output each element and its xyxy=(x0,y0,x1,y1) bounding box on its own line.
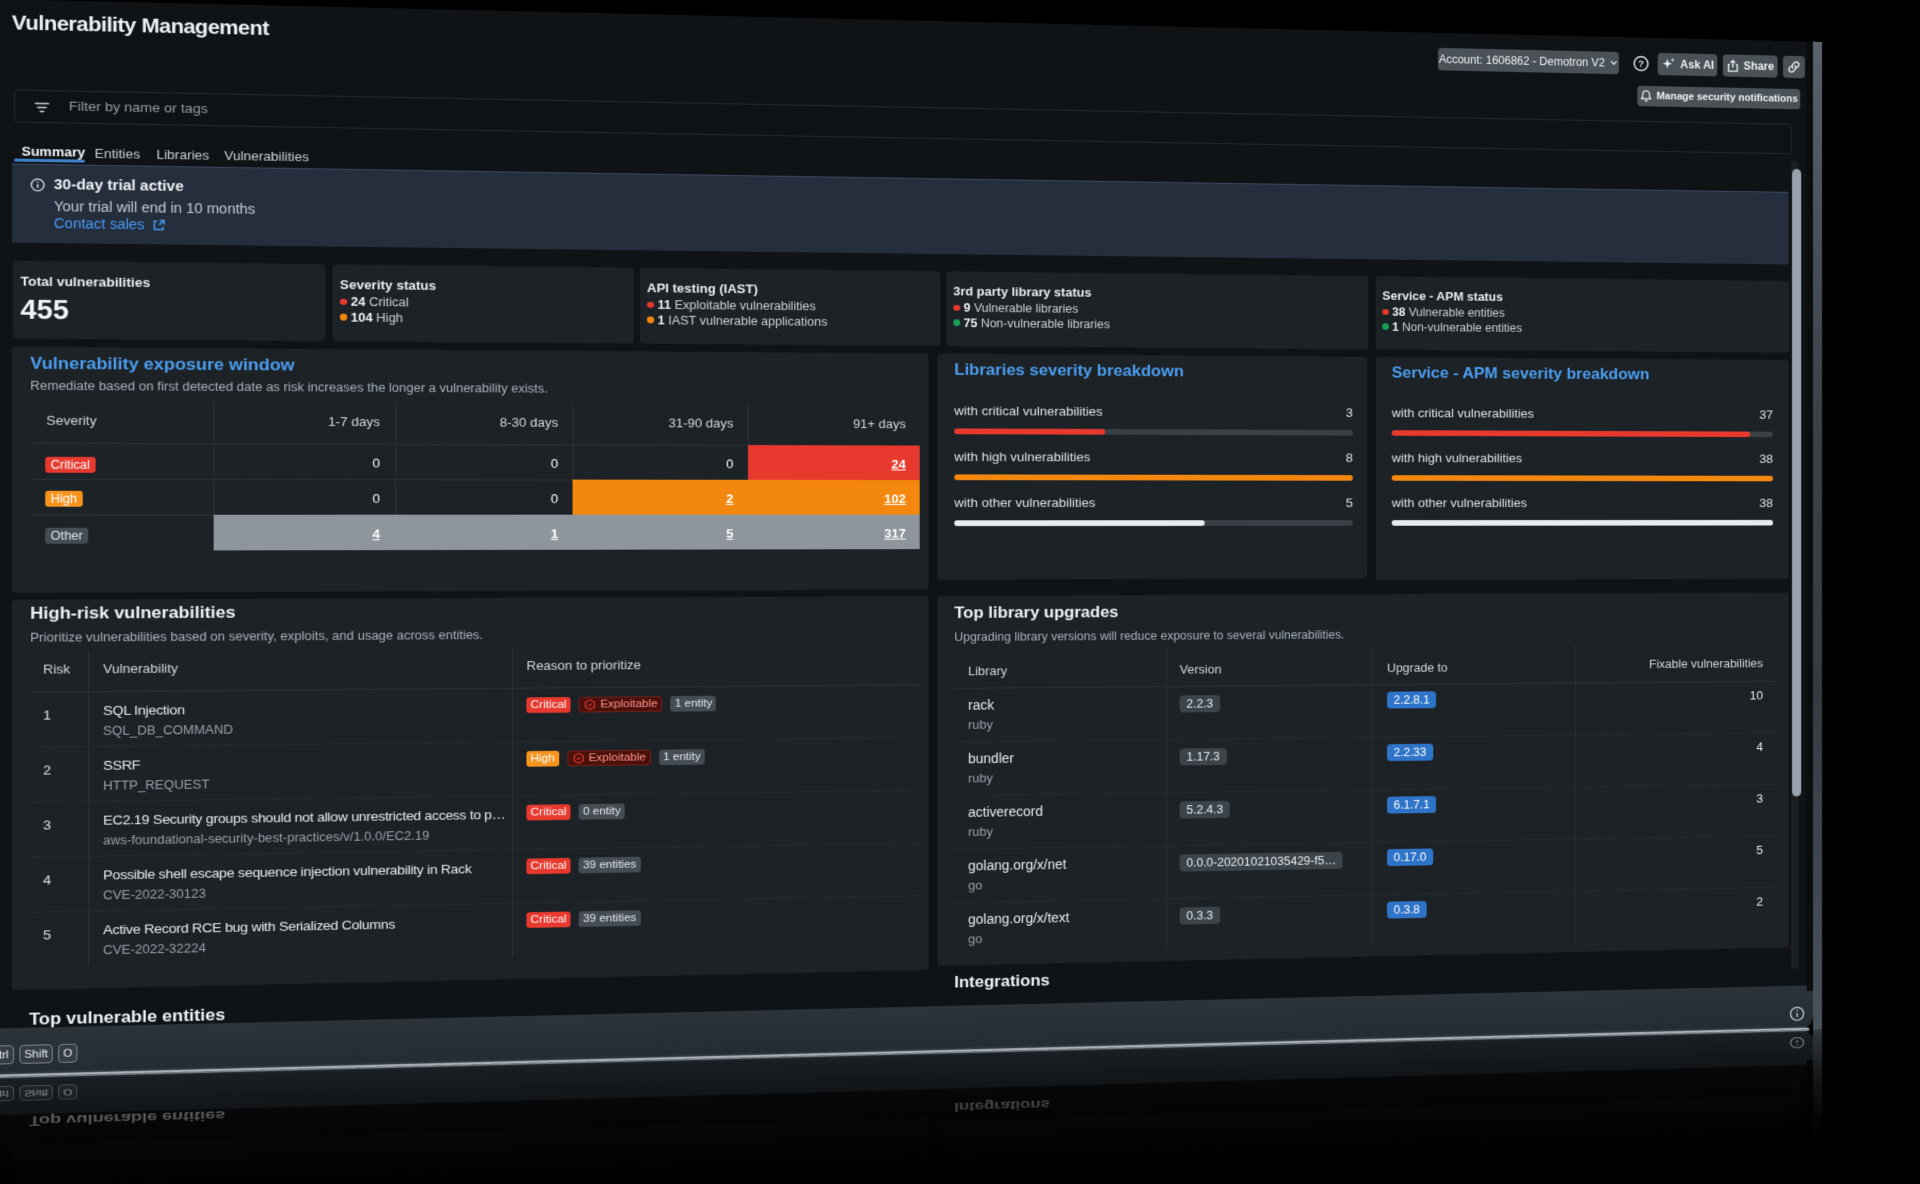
svg-text:?: ? xyxy=(1638,59,1644,70)
